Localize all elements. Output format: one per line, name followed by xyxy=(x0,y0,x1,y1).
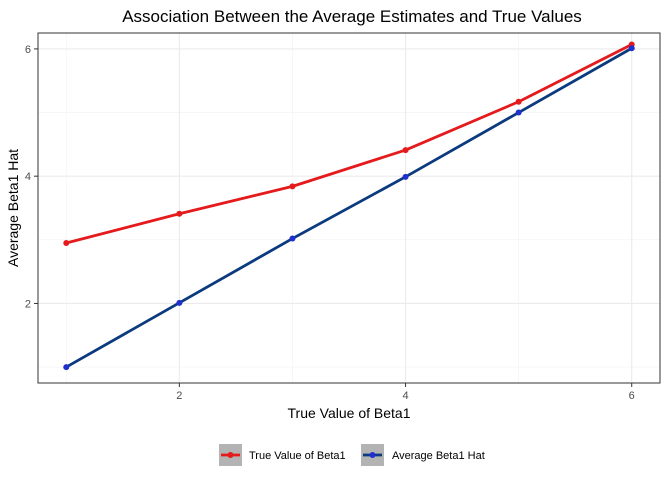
series-1-point xyxy=(515,98,522,105)
y-tick-label: 6 xyxy=(25,44,31,56)
series-1-point xyxy=(63,240,70,246)
legend-key-point xyxy=(369,452,376,458)
x-tick-label: 4 xyxy=(402,390,408,402)
grid-minor xyxy=(38,33,660,383)
x-tick-label: 2 xyxy=(176,390,182,402)
series-line-1 xyxy=(64,43,634,245)
series-2-point xyxy=(402,173,409,180)
legend: True Value of Beta1 Average Beta1 Hat xyxy=(219,444,485,466)
chart-title: Association Between the Average Estimate… xyxy=(122,7,582,26)
y-axis-ticks: 2 4 6 xyxy=(25,44,38,310)
x-axis-ticks: 2 4 6 xyxy=(176,383,635,402)
series-1-point xyxy=(402,147,409,154)
plot-border xyxy=(37,32,661,384)
series-2-point xyxy=(628,45,635,52)
y-tick-label: 2 xyxy=(25,298,31,310)
series-1-point xyxy=(289,183,296,190)
series-2-point xyxy=(63,364,70,371)
legend-label: Average Beta1 Hat xyxy=(392,450,485,462)
x-tick-label: 6 xyxy=(629,390,635,402)
x-axis-title: True Value of Beta1 xyxy=(288,405,411,421)
legend-item-1: True Value of Beta1 xyxy=(219,444,346,466)
legend-item-2: Average Beta1 Hat xyxy=(361,444,485,466)
grid-major xyxy=(38,33,660,383)
legend-label: True Value of Beta1 xyxy=(249,450,346,462)
y-tick-label: 4 xyxy=(25,171,31,183)
series-2-point xyxy=(289,235,296,242)
y-axis-title: Average Beta1 Hat xyxy=(5,149,21,267)
series-line-2 xyxy=(64,46,634,369)
legend-key-point xyxy=(227,452,234,458)
plot-panel xyxy=(37,32,661,384)
series-lines xyxy=(64,43,634,369)
series-points xyxy=(63,41,635,371)
series-2-point xyxy=(515,109,522,116)
series-2-point xyxy=(176,299,183,306)
series-1-point xyxy=(176,210,183,217)
